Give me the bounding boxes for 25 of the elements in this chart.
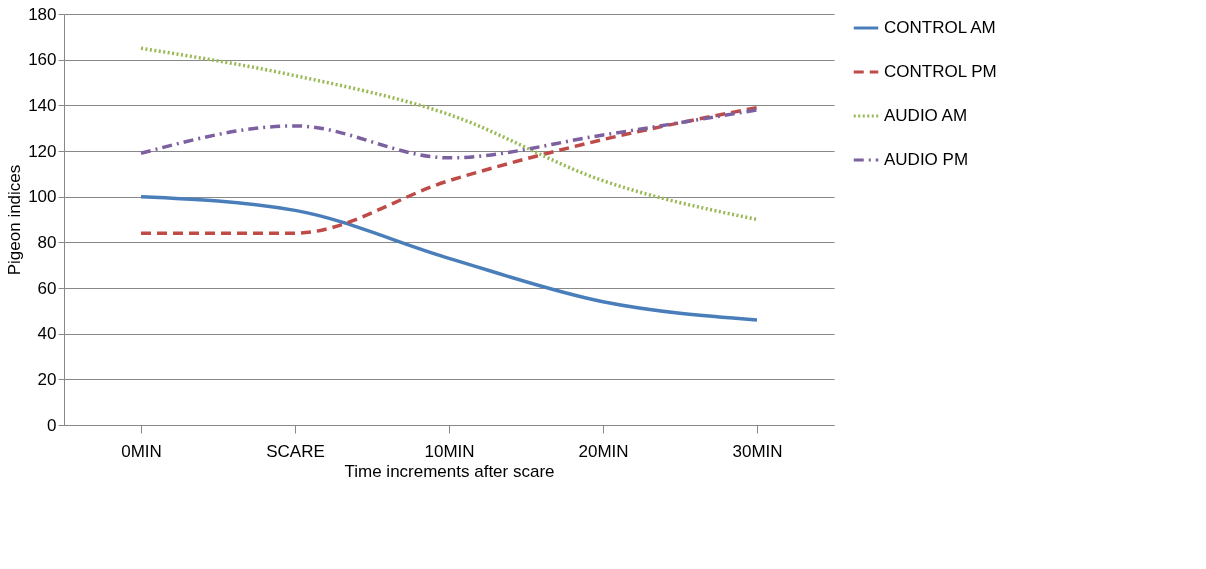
x-tick-label: SCARE (266, 441, 325, 461)
legend-label: CONTROL PM (884, 62, 997, 81)
line-series (139, 194, 759, 322)
x-tick-label: 0MIN (121, 441, 162, 461)
y-tick-label: 100 (28, 187, 57, 207)
line-series (139, 46, 759, 222)
y-tick-label: 60 (37, 278, 57, 298)
y-tick-label: 160 (28, 50, 57, 70)
x-tick-label: 10MIN (424, 441, 475, 461)
line-series (139, 108, 759, 160)
x-tick-label: 20MIN (578, 441, 629, 461)
y-tick-label: 120 (28, 141, 57, 161)
y-tick-label: 0 (47, 415, 57, 435)
y-axis-title: Pigeon indices (5, 164, 25, 276)
y-tick-label: 80 (37, 232, 57, 252)
legend-label: AUDIO PM (884, 150, 969, 169)
y-tick-label: 40 (37, 324, 57, 344)
line-series (139, 105, 759, 235)
y-tick-label: 180 (28, 4, 57, 24)
legend-label: CONTROL AM (884, 18, 996, 37)
legend-label: AUDIO AM (884, 106, 968, 125)
y-tick-label: 20 (37, 369, 57, 389)
y-tick-label: 140 (28, 95, 57, 115)
x-tick-label: 30MIN (732, 441, 783, 461)
x-axis-title: Time increments after scare (344, 461, 555, 481)
